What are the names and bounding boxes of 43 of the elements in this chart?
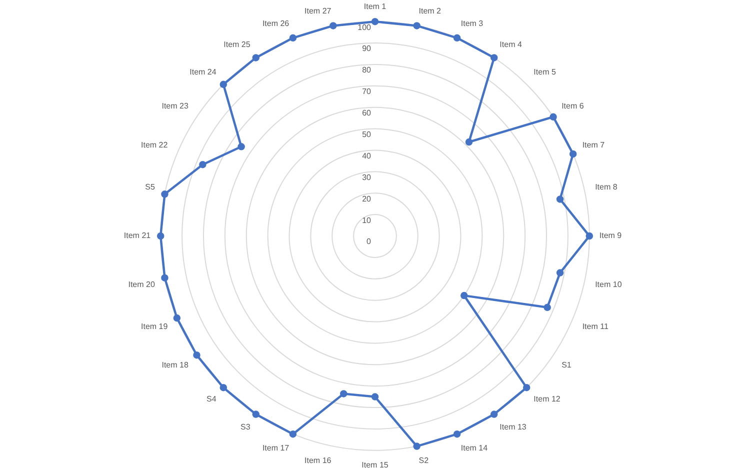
spoke-label: Item 10 [595,280,622,289]
spoke-label: Item 16 [304,456,332,466]
spoke-label: Item 27 [304,6,332,16]
y-tick-label: 0 [366,237,372,246]
spoke-label: Item 14 [460,443,488,452]
spoke-label: Item 26 [262,19,290,28]
spoke-label: S4 [206,394,217,404]
spoke-label: Item 12 [534,394,561,404]
spoke-label: Item 22 [140,140,168,150]
spoke-label: Item 6 [562,102,584,111]
spoke-label: S1 [562,360,572,370]
spoke-label: Item 13 [500,422,527,432]
spoke-label: Item 2 [418,6,442,16]
spoke-label: Item 21 [124,231,152,240]
spoke-label: S5 [145,182,156,192]
y-tick-label: 100 [358,22,372,32]
spoke-label: Item 5 [534,68,556,77]
spoke-label: S3 [240,422,251,432]
spoke-label: Item 4 [500,40,522,49]
y-tick-label: 10 [362,216,372,225]
spoke-label: Item 18 [162,360,189,370]
spoke-label: Item 25 [224,40,251,49]
spoke-label: Item 23 [162,102,189,111]
spoke-label: Item 20 [128,280,156,289]
spoke-label: Item 17 [262,443,290,452]
spoke-label: Item 8 [595,182,618,192]
y-tick-label: 60 [362,108,372,118]
spoke-label: S2 [418,456,430,466]
spoke-label: Item 24 [190,68,217,77]
y-tick-label: 50 [362,130,372,140]
spoke-label: Item 15 [362,460,389,470]
y-tick-label: 70 [362,87,372,96]
spoke-label: Item 1 [364,2,387,12]
y-tick-label: 40 [362,151,372,160]
spoke-label: Item 19 [140,322,168,331]
y-tick-label: 30 [362,172,372,182]
y-tick-label: 90 [362,44,372,54]
spoke-label: Item 3 [460,19,484,28]
spoke-label: Item 9 [599,231,622,240]
spoke-label: Item 11 [582,322,609,331]
y-tick-label: 20 [362,194,372,204]
spoke-label: Item 7 [582,140,606,150]
y-tick-label: 80 [362,66,372,75]
